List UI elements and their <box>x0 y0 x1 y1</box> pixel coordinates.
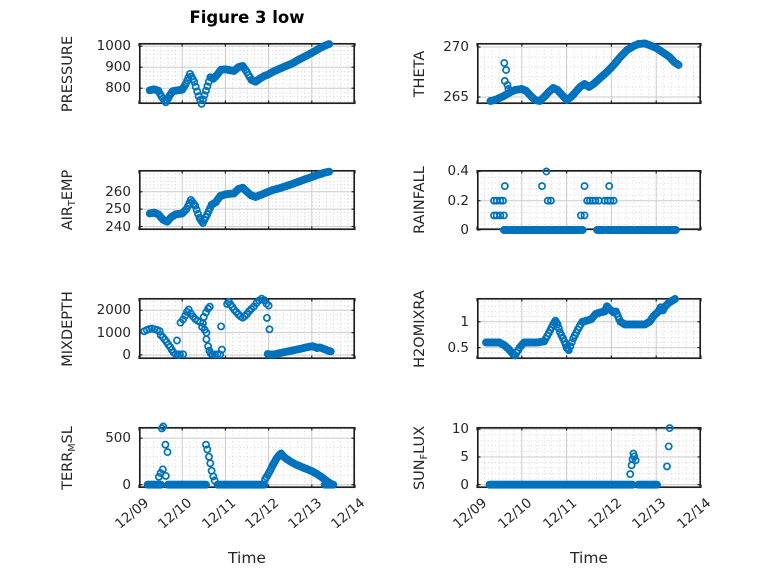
subplot-rainfall <box>476 167 702 234</box>
figure-title: Figure 3 low <box>189 8 305 27</box>
ytick-label-pressure: 1000 <box>96 38 131 55</box>
xtick-label: 12/12 <box>241 495 282 533</box>
ytick-label-terr-msl: 0 <box>122 476 131 493</box>
xtick-label: 12/14 <box>674 495 715 533</box>
ytick-label-air-temp: 260 <box>105 183 131 200</box>
xtick-label: 12/09 <box>450 495 491 533</box>
ytick-label-air-temp: 240 <box>105 218 131 235</box>
ytick-label-sun-flux: 0 <box>460 476 469 493</box>
ytick-label-sun-flux: 5 <box>460 448 469 465</box>
ytick-label-mixdepth: 1000 <box>96 324 131 341</box>
ytick-label-rainfall: 0 <box>460 222 469 238</box>
ytick-label-h2omixra: 1 <box>460 313 469 330</box>
subplot-theta <box>476 39 702 105</box>
subplot-h2omixra <box>476 295 702 360</box>
ytick-label-pressure: 800 <box>105 80 131 97</box>
ytick-label-mixdepth: 2000 <box>96 302 131 319</box>
ytick-label-rainfall: 0.4 <box>447 163 469 180</box>
xtick-label: 12/10 <box>495 495 536 533</box>
ylabel-sun-flux: SUNFLUX <box>412 425 430 490</box>
ytick-label-rainfall: 0.2 <box>447 192 469 209</box>
xtick-label: 12/13 <box>285 495 326 533</box>
subplot-sun-flux <box>476 424 702 489</box>
subplot-air-temp <box>138 167 356 231</box>
xtick-label: 12/13 <box>629 495 670 533</box>
x-axis-label-left: Time <box>228 549 266 567</box>
ytick-label-mixdepth: 0 <box>122 346 131 363</box>
xtick-label: 12/12 <box>584 495 625 533</box>
ytick-label-theta: 265 <box>443 89 469 105</box>
subplot-pressure <box>138 40 356 108</box>
ytick-label-theta: 270 <box>443 39 469 55</box>
ytick-label-sun-flux: 10 <box>451 421 469 438</box>
xtick-label: 12/11 <box>198 495 239 533</box>
subplot-mixdepth <box>138 294 356 360</box>
ytick-label-terr-msl: 500 <box>105 430 131 447</box>
subplot-terr-msl <box>138 422 356 489</box>
x-axis-label-right: Time <box>570 549 608 567</box>
xtick-label: 12/10 <box>155 495 196 533</box>
xtick-label: 12/11 <box>539 495 580 533</box>
xtick-label: 12/14 <box>328 495 369 533</box>
ytick-label-h2omixra: 0.5 <box>447 339 469 356</box>
ytick-label-pressure: 900 <box>105 59 131 76</box>
ylabel-terr-msl: TERRMSL <box>60 425 78 490</box>
xtick-label: 12/09 <box>112 495 153 533</box>
ytick-label-air-temp: 250 <box>105 201 131 218</box>
